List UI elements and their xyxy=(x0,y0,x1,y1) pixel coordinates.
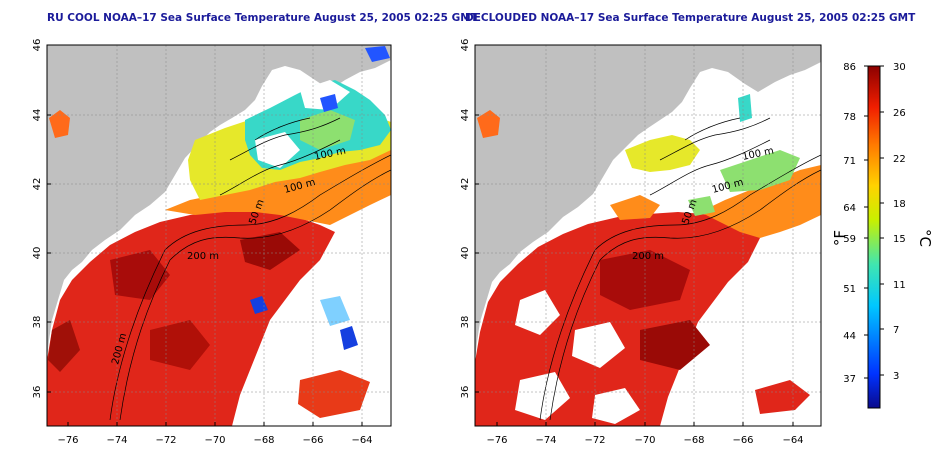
right-hot-patch-2 xyxy=(640,320,710,370)
right-x-tick: −74 xyxy=(535,435,556,446)
right-warm-water xyxy=(475,212,762,426)
right-land xyxy=(475,45,821,362)
left-land xyxy=(47,45,391,360)
left-se-patch xyxy=(298,370,370,418)
colorbar-f-tick: 51 xyxy=(843,284,856,295)
left-map-frame xyxy=(46,44,392,427)
right-x-tick: −68 xyxy=(683,435,704,446)
colorbar-c-tick: 26 xyxy=(893,108,906,119)
right-y-tick: 44 xyxy=(460,109,471,122)
colorbar-f-tick: 71 xyxy=(843,156,856,167)
left-gridlines xyxy=(47,45,391,426)
right-y-tick-labels: 46 44 42 40 38 36 xyxy=(460,39,471,399)
right-shelf-orange xyxy=(700,165,821,238)
left-y-tick-labels: 46 44 42 40 38 36 xyxy=(32,39,43,399)
colorbar-c-tick: 15 xyxy=(893,234,906,245)
left-blue-speck-3 xyxy=(250,296,268,314)
left-y-tick: 38 xyxy=(32,316,43,329)
colorbar-unit-c: °C xyxy=(916,229,934,247)
right-y-tick: 36 xyxy=(460,386,471,399)
left-cloud-patch-2 xyxy=(300,80,350,110)
left-y-tick: 46 xyxy=(32,39,43,52)
left-nova-scotia-patch xyxy=(49,110,70,138)
left-x-tick: −70 xyxy=(204,435,225,446)
colorbar-unit-f: °F xyxy=(831,230,849,246)
right-y-tick: 42 xyxy=(460,178,471,191)
left-y-tick: 40 xyxy=(32,247,43,260)
colorbar-f-tick: 86 xyxy=(843,62,856,73)
left-map: 100 m 100 m 50 m 200 m 200 m −76 −74 −72… xyxy=(32,39,392,446)
right-x-tick: −64 xyxy=(782,435,803,446)
left-x-tick: −68 xyxy=(253,435,274,446)
colorbar-f-tick: 78 xyxy=(843,112,856,123)
right-small-green xyxy=(688,196,715,216)
left-x-tick: −76 xyxy=(57,435,78,446)
right-nova-scotia-patch xyxy=(477,110,500,138)
left-green-patch xyxy=(300,110,355,150)
right-y-tick: 40 xyxy=(460,247,471,260)
colorbar-c-tick: 18 xyxy=(893,199,906,210)
left-blue-speck-4 xyxy=(340,326,358,350)
left-shelf-orange xyxy=(165,140,391,225)
colorbar-f-tick: 64 xyxy=(843,203,856,214)
right-cloud-hole xyxy=(592,388,640,424)
right-x-tick-labels: −76 −74 −72 −70 −68 −66 −64 xyxy=(486,435,803,446)
colorbar: 86 78 71 64 59 51 44 37 30 26 22 18 15 1… xyxy=(831,62,934,409)
right-shelf-orange-2 xyxy=(610,195,660,220)
right-map: 100 m 100 m 50 m 200 m −76 −74 −72 −70 −… xyxy=(460,39,822,446)
colorbar-c-tick: 11 xyxy=(893,280,906,291)
right-cloud-hole xyxy=(515,290,560,335)
right-hot-patch xyxy=(600,250,690,310)
left-hot-patch-1 xyxy=(110,250,170,300)
colorbar-c-tick: 7 xyxy=(893,325,899,336)
left-x-tick: −74 xyxy=(106,435,127,446)
left-y-tick: 42 xyxy=(32,178,43,191)
left-contour-label: 200 m xyxy=(187,251,219,262)
colorbar-c-tick: 22 xyxy=(893,154,906,165)
right-gridlines xyxy=(475,45,821,426)
left-x-tick: −72 xyxy=(155,435,176,446)
colorbar-c-tick: 3 xyxy=(893,371,899,382)
left-depth-contours xyxy=(109,117,391,421)
right-x-tick: −76 xyxy=(486,435,507,446)
left-chesapeake xyxy=(48,320,80,372)
right-x-tick: −66 xyxy=(732,435,753,446)
right-x-tick: −70 xyxy=(634,435,655,446)
right-shelf-yellow xyxy=(625,135,700,172)
left-map-title: RU COOL NOAA–17 Sea Surface Temperature … xyxy=(47,12,479,24)
left-blue-speck-2 xyxy=(365,46,390,62)
right-depth-contours xyxy=(539,117,821,421)
colorbar-tick-marks xyxy=(864,65,884,379)
right-map-frame xyxy=(474,44,822,427)
left-x-tick: −64 xyxy=(351,435,372,446)
left-se-patch-2 xyxy=(320,296,350,326)
right-se-patch xyxy=(755,380,810,414)
colorbar-ramp xyxy=(867,65,881,409)
colorbar-c-tick: 30 xyxy=(893,62,906,73)
right-x-tick: −72 xyxy=(584,435,605,446)
right-y-tick: 38 xyxy=(460,316,471,329)
colorbar-f-tick: 44 xyxy=(843,331,856,342)
right-contour-label: 200 m xyxy=(632,251,664,262)
right-cyan-speck xyxy=(738,94,752,122)
right-shelf-green xyxy=(720,150,800,192)
right-map-title: DECLOUDED NOAA–17 Sea Surface Temperatur… xyxy=(465,12,916,24)
left-x-tick-labels: −76 −74 −72 −70 −68 −66 −64 xyxy=(57,435,372,446)
left-hot-patch-2 xyxy=(150,320,210,370)
left-cloud-patch-1 xyxy=(255,132,300,168)
right-tick-marks xyxy=(475,44,794,426)
left-y-tick: 44 xyxy=(32,109,43,122)
left-tick-marks xyxy=(47,44,363,426)
left-y-tick: 36 xyxy=(32,386,43,399)
left-hot-patch-3 xyxy=(240,232,300,270)
colorbar-f-tick: 59 xyxy=(843,234,856,245)
right-y-tick: 46 xyxy=(460,39,471,52)
left-x-tick: −66 xyxy=(302,435,323,446)
right-cloud-hole xyxy=(572,322,625,368)
left-blue-speck-1 xyxy=(320,94,338,112)
colorbar-f-tick: 37 xyxy=(843,374,856,385)
